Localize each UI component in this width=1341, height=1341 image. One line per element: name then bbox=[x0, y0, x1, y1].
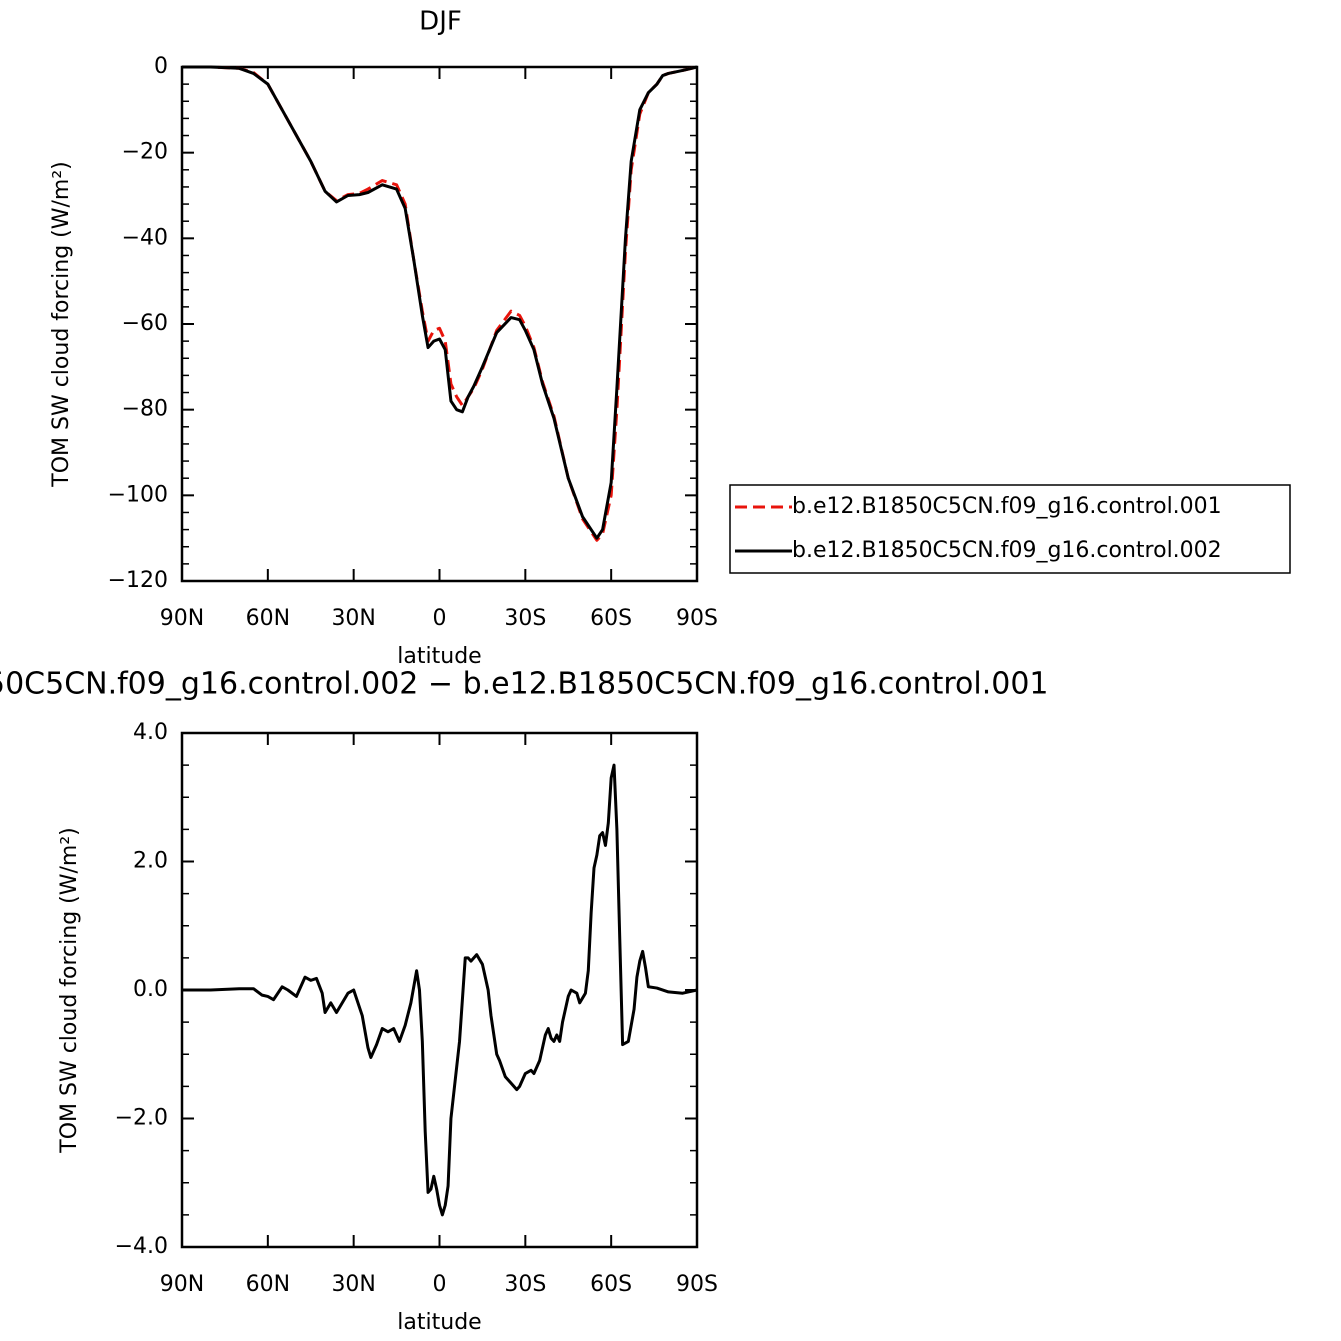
y-tick-label: 0.0 bbox=[133, 977, 168, 1002]
y-tick-label: −120 bbox=[108, 568, 168, 593]
y-tick-label: 2.0 bbox=[133, 849, 168, 874]
x-tick-label: 30N bbox=[331, 1272, 375, 1297]
x-tick-label: 90N bbox=[160, 1272, 204, 1297]
x-tick-label: 60S bbox=[590, 606, 632, 631]
data-line bbox=[182, 65, 698, 542]
legend-box bbox=[729, 484, 1291, 574]
data-line bbox=[182, 763, 698, 1217]
panel: DJF latitude TOM SW cloud forcing (W/m²) 0 −… bbox=[49, 7, 1291, 669]
y-tick-label: −20 bbox=[122, 140, 168, 165]
x-tick-label: 0 bbox=[433, 1272, 447, 1297]
x-axis-label: latitude bbox=[397, 644, 481, 669]
y-tick-label: −80 bbox=[122, 397, 168, 422]
chart-title: DJF bbox=[419, 7, 462, 37]
x-tick-label: 90N bbox=[160, 606, 204, 631]
y-tick-label: 4.0 bbox=[133, 720, 168, 745]
y-tick-label: −60 bbox=[122, 311, 168, 336]
legend-label: b.e12.B1850C5CN.f09_g16.control.001 bbox=[792, 494, 1222, 519]
x-tick-label: 90S bbox=[676, 606, 718, 631]
y-tick-label: −40 bbox=[122, 225, 168, 250]
x-tick-label: 60S bbox=[590, 1272, 632, 1297]
y-tick-label: −4.0 bbox=[115, 1234, 168, 1259]
legend-label: b.e12.B1850C5CN.f09_g16.control.002 bbox=[792, 538, 1222, 563]
x-tick-label: 90S bbox=[676, 1272, 718, 1297]
x-tick-label: 60N bbox=[246, 1272, 290, 1297]
x-tick-label: 30S bbox=[504, 606, 546, 631]
x-tick-label: 60N bbox=[246, 606, 290, 631]
panel: b.e12.B1850C5CN.f09_g16.control.002 − b.… bbox=[0, 667, 1049, 1336]
x-axis-label: latitude bbox=[397, 1310, 481, 1335]
data-line bbox=[182, 65, 698, 540]
x-tick-label: 0 bbox=[433, 606, 447, 631]
y-tick-label: −100 bbox=[108, 482, 168, 507]
chart-title: b.e12.B1850C5CN.f09_g16.control.002 − b.… bbox=[0, 667, 1049, 702]
plot-frame bbox=[180, 65, 699, 583]
y-tick-label: −2.0 bbox=[115, 1106, 168, 1131]
x-tick-label: 30N bbox=[331, 606, 375, 631]
y-axis-label: TOM SW cloud forcing (W/m²) bbox=[49, 161, 74, 487]
x-tick-label: 30S bbox=[504, 1272, 546, 1297]
y-tick-label: 0 bbox=[154, 54, 168, 79]
y-axis-label: TOM SW cloud forcing (W/m²) bbox=[57, 827, 82, 1153]
